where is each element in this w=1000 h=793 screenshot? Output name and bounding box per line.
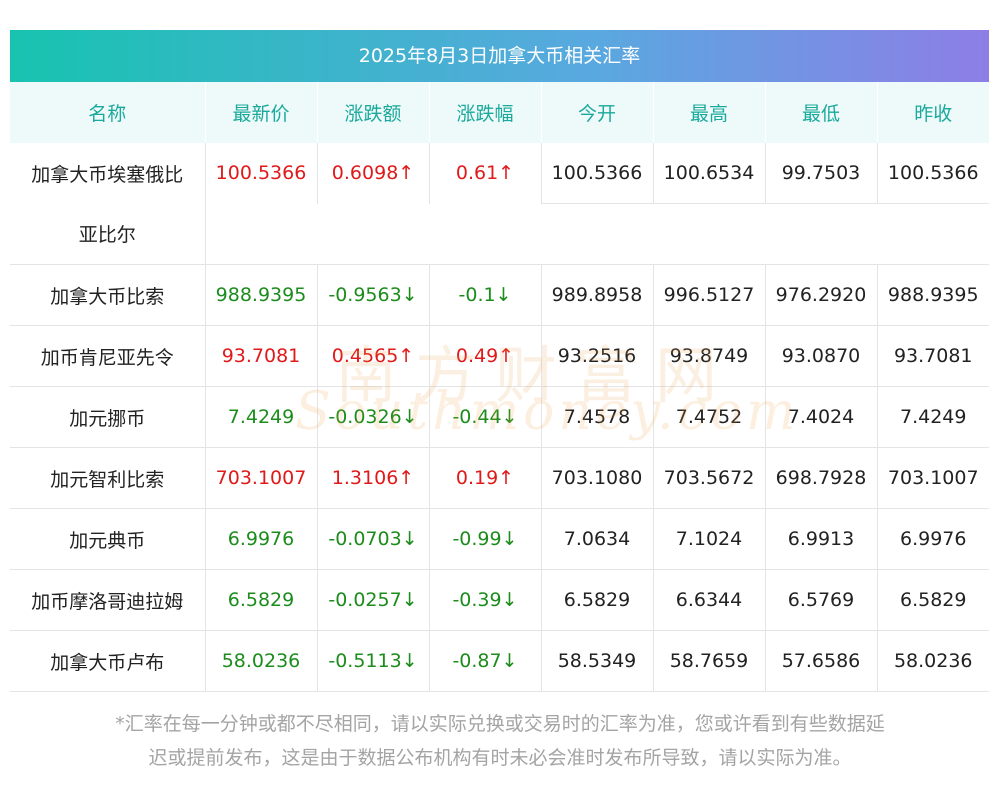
table-row-continuation: 亚比尔 bbox=[10, 203, 989, 265]
table-row: 加币摩洛哥迪拉姆 6.5829 -0.0257↓ -0.39↓ 6.5829 6… bbox=[10, 569, 989, 631]
table-row: 加币肯尼亚先令 93.7081 0.4565↑ 0.49↑ 93.2516 93… bbox=[10, 325, 989, 387]
footnote-line1: *汇率在每一分钟或都不尽相同，请以实际兑换或交易时的汇率为准，您或许看到有些数据… bbox=[115, 713, 885, 735]
row-high: 58.7659 bbox=[652, 630, 765, 692]
row-open: 7.4578 bbox=[540, 386, 653, 448]
row-name: 加元挪币 bbox=[10, 386, 205, 448]
row-latest: 6.9976 bbox=[204, 508, 317, 570]
row-change: -0.0326↓ bbox=[316, 386, 429, 448]
header-high: 最高 bbox=[652, 82, 765, 143]
row-prev-close: 703.1007 bbox=[876, 447, 989, 509]
header-change: 涨跌额 bbox=[316, 82, 429, 143]
row-open: 989.8958 bbox=[540, 264, 653, 326]
row-latest: 58.0236 bbox=[204, 630, 317, 692]
row-change: -0.0257↓ bbox=[316, 569, 429, 631]
row-name: 加元典币 bbox=[10, 508, 205, 570]
row-name: 加币摩洛哥迪拉姆 bbox=[10, 569, 205, 631]
row-latest: 93.7081 bbox=[204, 325, 317, 387]
row-high: 996.5127 bbox=[652, 264, 765, 326]
row-open: 58.5349 bbox=[540, 630, 653, 692]
row-prev-close: 93.7081 bbox=[876, 325, 989, 387]
row-low: 6.9913 bbox=[764, 508, 877, 570]
table-row: 加拿大币埃塞俄比 100.5366 0.6098↑ 0.61↑ 100.5366… bbox=[10, 143, 989, 204]
row-change-pct: 0.49↑ bbox=[428, 325, 541, 387]
row-prev-close: 6.5829 bbox=[876, 569, 989, 631]
row-low: 6.5769 bbox=[764, 569, 877, 631]
table-row: 加拿大币卢布 58.0236 -0.5113↓ -0.87↓ 58.5349 5… bbox=[10, 630, 989, 692]
row-high: 703.5672 bbox=[652, 447, 765, 509]
row-continuation-blank bbox=[204, 203, 989, 265]
row-open: 100.5366 bbox=[540, 143, 653, 204]
row-high: 100.6534 bbox=[652, 143, 765, 204]
row-prev-close: 988.9395 bbox=[876, 264, 989, 326]
footnote: *汇率在每一分钟或都不尽相同，请以实际兑换或交易时的汇率为准，您或许看到有些数据… bbox=[0, 707, 1000, 775]
row-prev-close: 100.5366 bbox=[876, 143, 989, 204]
row-prev-close: 58.0236 bbox=[876, 630, 989, 692]
row-prev-close: 7.4249 bbox=[876, 386, 989, 448]
table-row: 加元典币 6.9976 -0.0703↓ -0.99↓ 7.0634 7.102… bbox=[10, 508, 989, 570]
row-prev-close: 6.9976 bbox=[876, 508, 989, 570]
row-change: -0.9563↓ bbox=[316, 264, 429, 326]
rate-table-container: 2025年8月3日加拿大币相关汇率 名称 最新价 涨跌额 涨跌幅 今开 最高 最… bbox=[10, 30, 989, 692]
row-open: 703.1080 bbox=[540, 447, 653, 509]
row-name: 加拿大币埃塞俄比 bbox=[31, 163, 184, 186]
row-change-pct: 0.19↑ bbox=[428, 447, 541, 509]
row-low: 93.0870 bbox=[764, 325, 877, 387]
row-open: 6.5829 bbox=[540, 569, 653, 631]
row-change-pct: -0.87↓ bbox=[428, 630, 541, 692]
row-change-pct: -0.1↓ bbox=[428, 264, 541, 326]
header-change-pct: 涨跌幅 bbox=[428, 82, 541, 143]
row-low: 976.2920 bbox=[764, 264, 877, 326]
row-name: 加拿大币比索 bbox=[10, 264, 205, 326]
row-change-pct: -0.39↓ bbox=[428, 569, 541, 631]
row-change-pct: -0.99↓ bbox=[428, 508, 541, 570]
row-change: -0.0703↓ bbox=[316, 508, 429, 570]
row-latest: 988.9395 bbox=[204, 264, 317, 326]
row-low: 7.4024 bbox=[764, 386, 877, 448]
row-change: -0.5113↓ bbox=[316, 630, 429, 692]
row-change-pct: -0.44↓ bbox=[428, 386, 541, 448]
table-row: 加拿大币比索 988.9395 -0.9563↓ -0.1↓ 989.8958 … bbox=[10, 264, 989, 326]
row-high: 7.4752 bbox=[652, 386, 765, 448]
row-high: 7.1024 bbox=[652, 508, 765, 570]
row-low: 698.7928 bbox=[764, 447, 877, 509]
row-latest: 7.4249 bbox=[204, 386, 317, 448]
row-name: 加元智利比索 bbox=[10, 447, 205, 509]
table-row: 加元智利比索 703.1007 1.3106↑ 0.19↑ 703.1080 7… bbox=[10, 447, 989, 509]
header-latest: 最新价 bbox=[204, 82, 317, 143]
footnote-line2: 迟或提前发布，这是由于数据公布机构有时未必会准时发布所导致，请以实际为准。 bbox=[148, 747, 852, 769]
row-name: 加币肯尼亚先令 bbox=[10, 325, 205, 387]
header-prev-close: 昨收 bbox=[876, 82, 989, 143]
rate-table: 名称 最新价 涨跌额 涨跌幅 今开 最高 最低 昨收 加拿大币埃塞俄比 100.… bbox=[10, 82, 989, 692]
row-change: 1.3106↑ bbox=[316, 447, 429, 509]
row-high: 6.6344 bbox=[652, 569, 765, 631]
row-latest: 703.1007 bbox=[204, 447, 317, 509]
table-row: 加元挪币 7.4249 -0.0326↓ -0.44↓ 7.4578 7.475… bbox=[10, 386, 989, 448]
row-change-pct: 0.61↑ bbox=[428, 143, 541, 204]
row-open: 93.2516 bbox=[540, 325, 653, 387]
row-high: 93.8749 bbox=[652, 325, 765, 387]
row-open: 7.0634 bbox=[540, 508, 653, 570]
row-change: 0.4565↑ bbox=[316, 325, 429, 387]
header-low: 最低 bbox=[764, 82, 877, 143]
header-open: 今开 bbox=[540, 82, 653, 143]
row-name-line2: 亚比尔 bbox=[10, 203, 205, 265]
header-name: 名称 bbox=[10, 82, 205, 143]
row-name: 加拿大币卢布 bbox=[10, 630, 205, 692]
table-title: 2025年8月3日加拿大币相关汇率 bbox=[10, 30, 989, 82]
row-latest: 6.5829 bbox=[204, 569, 317, 631]
row-latest: 100.5366 bbox=[204, 143, 317, 204]
row-low: 57.6586 bbox=[764, 630, 877, 692]
table-header-row: 名称 最新价 涨跌额 涨跌幅 今开 最高 最低 昨收 bbox=[10, 82, 989, 143]
row-change: 0.6098↑ bbox=[316, 143, 429, 204]
row-low: 99.7503 bbox=[764, 143, 877, 204]
